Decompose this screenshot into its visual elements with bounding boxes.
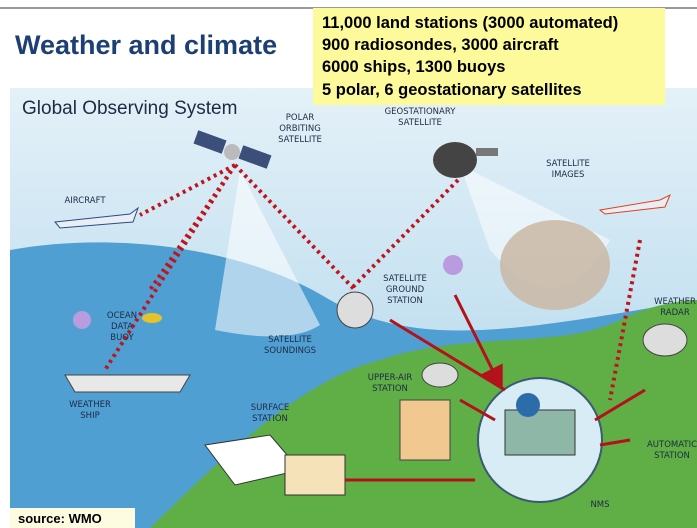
page: {"title": "Weather and climate", "callou…	[0, 0, 697, 528]
illustration-label: SATELLITE	[268, 335, 312, 345]
illustration-label: ORBITING	[279, 124, 321, 134]
callout-line: 11,000 land stations (3000 automated)	[322, 14, 618, 32]
slide-title: Weather and climate	[15, 30, 277, 60]
illustration-label: RADAR	[660, 308, 690, 318]
illustration-label: SATELLITE	[546, 159, 590, 169]
illustration-label: UPPER-AIR	[368, 373, 413, 383]
radar-dish	[643, 324, 687, 356]
upper-air-building	[400, 400, 450, 460]
illustration-label: SHIP	[80, 411, 99, 421]
illustration-label: NMS	[590, 500, 609, 510]
illustration-label: POLAR	[286, 113, 315, 123]
nms-room	[505, 410, 575, 455]
illustration-label: SATELLITE	[278, 135, 322, 145]
buoy	[142, 313, 162, 323]
cloud	[500, 220, 610, 310]
ground-dish	[337, 292, 373, 328]
illustration-label: SATELLITE	[383, 274, 427, 284]
illustration-label: DATA	[111, 322, 133, 332]
callout-line: 900 radiosondes, 3000 aircraft	[322, 36, 559, 54]
surface-hut	[285, 455, 345, 495]
illustration: Global Observing System POLARORBITINGSAT…	[10, 88, 697, 528]
callout-line: 5 polar, 6 geostationary satellites	[322, 81, 582, 99]
illustration-label: STATION	[387, 296, 423, 306]
illustration-label: AIRCRAFT	[64, 196, 106, 206]
illustration-label: SOUNDINGS	[264, 346, 316, 356]
illustration-label: BUOY	[110, 333, 134, 343]
illustration-title: Global Observing System	[22, 98, 237, 119]
callout: 11,000 land stations (3000 automated) 90…	[313, 8, 665, 105]
illustration-label: IMAGES	[552, 170, 585, 180]
illustration-label: SURFACE	[251, 403, 290, 413]
illustration-label: GEOSTATIONARY	[385, 107, 457, 117]
illustration-label: WEATHER	[69, 400, 111, 410]
illustration-label: OCEAN	[107, 311, 137, 321]
balloon-2	[443, 255, 463, 275]
illustration-label: AUTOMATIC	[647, 440, 697, 450]
illustration-label: SATELLITE	[398, 118, 442, 128]
source: source: WMO	[18, 511, 102, 526]
slide: Weather and climate Gl	[0, 0, 697, 528]
illustration-label: STATION	[252, 414, 288, 424]
illustration-label: STATION	[372, 384, 408, 394]
upper-air-dish	[422, 363, 458, 387]
callout-line: 6000 ships, 1300 buoys	[322, 58, 505, 76]
illustration-label: STATION	[654, 451, 690, 461]
illustration-label: GROUND	[386, 285, 425, 295]
balloon	[73, 311, 91, 329]
illustration-label: WEATHER	[654, 297, 696, 307]
nms-globe	[516, 393, 540, 417]
ship	[65, 375, 190, 392]
